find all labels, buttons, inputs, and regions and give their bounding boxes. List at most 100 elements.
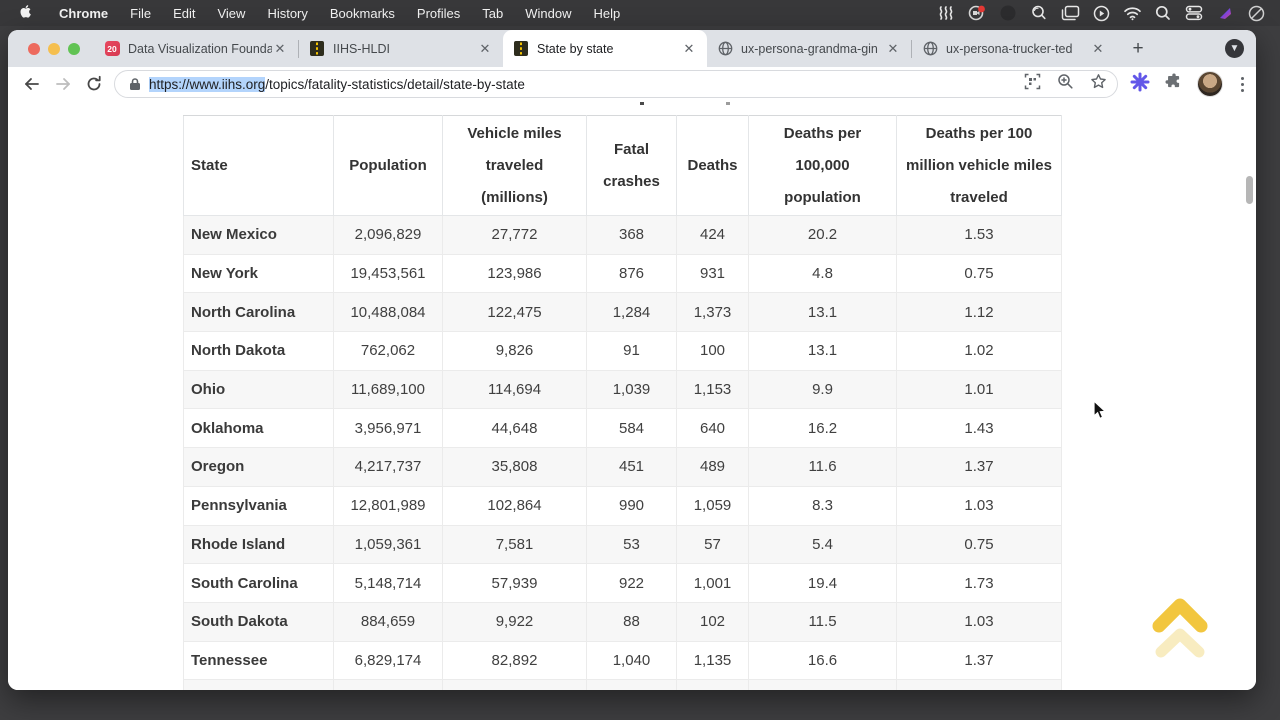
apple-icon[interactable]: [20, 5, 34, 21]
mouse-cursor: [1090, 399, 1108, 427]
tab-state-by-state[interactable]: State by state ✕: [503, 30, 707, 67]
table-cell: 12,801,989: [333, 485, 443, 526]
column-header: Deaths per 100 million vehicle miles tra…: [896, 115, 1062, 216]
tab-search-button[interactable]: ▼: [1225, 39, 1244, 58]
table-cell: 584: [586, 408, 677, 449]
tab-iihs-hldi[interactable]: IIHS-HLDI ✕: [299, 30, 503, 67]
table-cell: 1.02: [896, 331, 1062, 371]
url-text[interactable]: https://www.iihs.org/topics/fatality-sta…: [148, 76, 1016, 92]
table-row-new-york: New York 19,453,561 123,986 876 931 4.8 0.75: [183, 253, 1062, 294]
tab-divider: [298, 39, 299, 58]
table-cell: 88: [586, 601, 677, 642]
lock-icon[interactable]: [129, 77, 141, 91]
mission-control-icon[interactable]: [1058, 4, 1082, 22]
table-cell: 2,096,829: [333, 215, 443, 255]
screenshot-icon[interactable]: [1024, 73, 1041, 95]
url-rest-text: /topics/fatality-statistics/detail/state…: [265, 76, 525, 92]
zoom-in-icon[interactable]: [1057, 73, 1074, 95]
browser-window: 20 Data Visualization Founda ✕ IIHS-HLDI ✕ St…: [8, 30, 1256, 690]
page-content: State Population Vehicle miles traveled (m…: [8, 101, 1256, 690]
tab-close-icon[interactable]: ✕: [1092, 40, 1104, 56]
menubar-item-edit[interactable]: Edit: [173, 5, 196, 21]
zoom-lens-icon[interactable]: [1027, 4, 1051, 22]
meet-camera-icon[interactable]: [965, 4, 989, 22]
table-row-south-carolina: South Carolina 5,148,714 57,939 922 1,001 19.…: [183, 563, 1062, 603]
table-cell: Ohio: [183, 369, 334, 410]
profile-avatar[interactable]: [1196, 71, 1223, 97]
clipped-text-fragment: [640, 102, 644, 105]
calendar-favicon-icon: 20: [104, 41, 120, 56]
table-cell: 102,864: [442, 485, 587, 526]
table-row-rhode-island: Rhode Island 1,059,361 7,581 53 57 5.4 0.75: [183, 524, 1062, 565]
menubar-item-file[interactable]: File: [130, 5, 152, 21]
menubar-item-bookmarks[interactable]: Bookmarks: [329, 5, 395, 21]
column-header: Deaths: [676, 115, 749, 216]
control-center-icon[interactable]: [1182, 4, 1206, 22]
table-cell: 3,956,971: [333, 408, 443, 449]
play-circle-icon[interactable]: [1089, 4, 1113, 22]
menubar-item-help[interactable]: Help: [593, 5, 621, 21]
table-cell: 19.4: [748, 563, 897, 603]
omnibox-actions: [1024, 73, 1107, 95]
tab-close-icon[interactable]: ✕: [274, 40, 286, 56]
back-icon[interactable]: [18, 70, 45, 98]
zoom-window-button[interactable]: [68, 42, 80, 55]
menubar-item-window[interactable]: Window: [525, 5, 572, 21]
reload-icon[interactable]: [81, 70, 108, 98]
close-window-button[interactable]: [28, 42, 40, 55]
menubar-item-history[interactable]: History: [267, 5, 308, 21]
table-cell: 9.9: [748, 369, 897, 410]
table-cell: 7,581: [442, 524, 587, 565]
do-not-disturb-icon[interactable]: [1244, 4, 1268, 22]
menubar-status-area: [934, 4, 1268, 22]
colorful-app-icon[interactable]: [1213, 4, 1237, 22]
table-cell: 1.03: [896, 485, 1062, 526]
table-row-oregon: Oregon 4,217,737 35,808 451 489 11.6 1.37: [183, 447, 1062, 487]
table-row-ohio: Ohio 11,689,100 114,694 1,039 1,153 9.9 1.01: [183, 369, 1062, 410]
table-row-oklahoma: Oklahoma 3,956,971 44,648 584 640 16.2 1.43: [183, 408, 1062, 449]
bookmark-star-icon[interactable]: [1090, 73, 1107, 95]
forward-icon[interactable]: [49, 70, 76, 98]
table-cell: 44,648: [442, 408, 587, 449]
menubar-item-chrome[interactable]: Chrome: [59, 5, 109, 21]
tab-close-icon[interactable]: ✕: [479, 40, 491, 56]
new-tab-button[interactable]: +: [1132, 37, 1144, 59]
table-cell: Oregon: [183, 447, 334, 487]
table-cell: 6,829,174: [333, 640, 443, 681]
waves-icon[interactable]: [934, 4, 958, 22]
table-row-tennessee: Tennessee 6,829,174 82,892 1,040 1,135 16.6 1.…: [183, 640, 1062, 681]
tab-label: IIHS-HLDI: [333, 41, 390, 56]
dim-circle-icon[interactable]: [996, 4, 1020, 22]
table-cell: 424: [676, 215, 749, 255]
spotlight-search-icon[interactable]: [1151, 4, 1175, 22]
table-cell: 13.1: [748, 331, 897, 371]
table-cell: 1.37: [896, 447, 1062, 487]
tab-strip: 20 Data Visualization Founda ✕ IIHS-HLDI ✕ St…: [8, 30, 1256, 67]
table-cell: 11.5: [748, 601, 897, 642]
column-header: Deaths per 100,000 population: [748, 115, 897, 216]
tab-close-icon[interactable]: ✕: [683, 40, 695, 56]
tab-ux-persona-trucker-ted[interactable]: ux-persona-trucker-ted ✕: [912, 30, 1116, 67]
table-cell: New York: [183, 253, 334, 294]
extensions-area: [1130, 71, 1248, 97]
wifi-icon[interactable]: [1120, 4, 1144, 22]
table-cell: [748, 679, 897, 690]
tab-close-icon[interactable]: ✕: [887, 40, 899, 56]
scrollbar-thumb[interactable]: [1246, 176, 1253, 204]
puzzle-extensions-icon[interactable]: [1164, 72, 1183, 96]
table-cell: 1.73: [896, 563, 1062, 603]
tab-ux-persona-grandma-gin[interactable]: ux-persona-grandma-gin ✕: [707, 30, 911, 67]
menubar-item-tab[interactable]: Tab: [482, 5, 504, 21]
table-cell: 640: [676, 408, 749, 449]
tab-data-visualization-founda[interactable]: 20 Data Visualization Founda ✕: [94, 30, 298, 67]
scroll-to-top-button[interactable]: [1149, 590, 1211, 662]
more-menu-icon[interactable]: [1240, 76, 1244, 92]
minimize-window-button[interactable]: [48, 42, 60, 55]
menubar-item-view[interactable]: View: [217, 5, 246, 21]
menubar-item-profiles[interactable]: Profiles: [416, 5, 461, 21]
globe-favicon-icon: [923, 41, 937, 56]
table-row-north-dakota: North Dakota 762,062 9,826 91 100 13.1 1.02: [183, 331, 1062, 371]
extension-asterisk-icon[interactable]: [1130, 72, 1150, 97]
table-cell: 4.8: [748, 253, 897, 294]
address-bar[interactable]: https://www.iihs.org/topics/fatality-sta…: [113, 70, 1118, 98]
